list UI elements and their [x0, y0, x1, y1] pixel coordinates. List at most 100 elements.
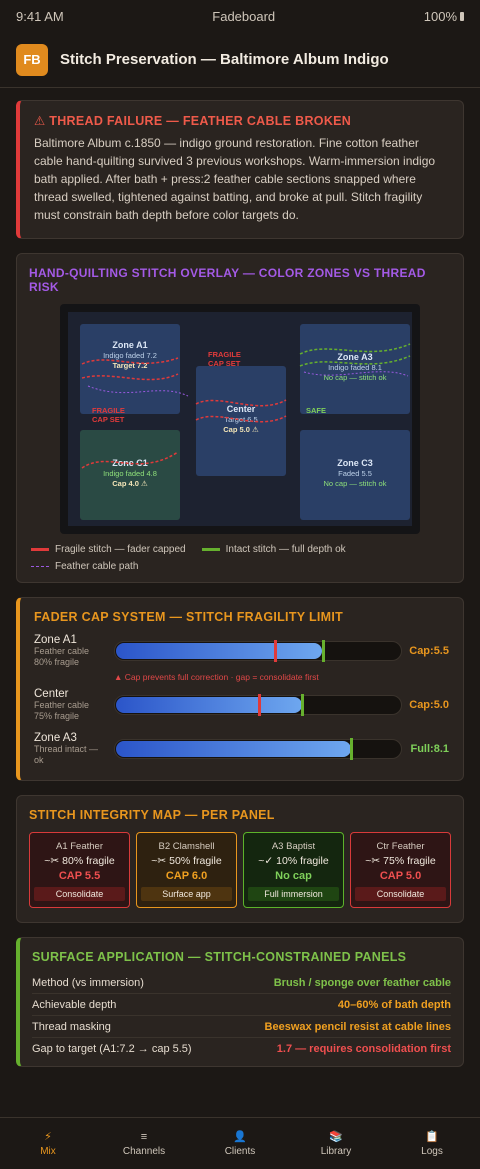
panel-fragility: ~✂ 80% fragile	[44, 855, 115, 867]
fader-label-center: Center Feather cable 75% fragile	[34, 688, 112, 722]
fader-slider-a3[interactable]	[114, 738, 402, 760]
full-marker-a3[interactable]	[350, 738, 353, 760]
panel-fragility: ~✂ 50% fragile	[151, 855, 222, 867]
cap-marker-a1[interactable]	[274, 640, 277, 662]
surface-key: Gap to target (A1:7.2 → cap 5.5)	[32, 1043, 192, 1055]
zone-c3-faded: Faded 5.5	[338, 469, 372, 478]
quilt-overlay-canvas[interactable]: Zone A1 Indigo faded 7.2 Target 7.2 Cent…	[60, 304, 420, 534]
tab-library[interactable]: 📚 Library	[288, 1118, 384, 1169]
zone-c1[interactable]: Zone C1 Indigo faded 4.8 Cap 4.0 ⚠	[80, 430, 180, 520]
surface-row-method: Method (vs immersion) Brush / sponge ove…	[32, 972, 451, 994]
full-marker-a1[interactable]	[322, 640, 325, 662]
battery-icon	[460, 11, 464, 21]
fader-a3-sub2: ok	[34, 755, 44, 765]
panel-a3-baptist[interactable]: A3 Baptist ~✓ 10% fragile No cap Full im…	[243, 832, 344, 908]
zone-center-name: Center	[226, 404, 256, 414]
panel-ctr-feather[interactable]: Ctr Feather ~✂ 75% fragile CAP 5.0 Conso…	[350, 832, 451, 908]
main-content[interactable]: ⚠ THREAD FAILURE — FEATHER CABLE BROKEN …	[0, 88, 480, 1117]
feather-cable-path-1	[87, 385, 189, 397]
panel-cap: CAP 5.0	[379, 870, 422, 882]
surface-row-masking: Thread masking Beeswax pencil resist at …	[32, 1016, 451, 1038]
feather-cable-paths	[81, 343, 411, 469]
panel-action-badge[interactable]: Consolidate	[34, 887, 125, 901]
legend-red-swatch	[31, 548, 49, 551]
surface-value: 1.7 — requires consolidation first	[276, 1043, 451, 1055]
tab-mix[interactable]: ⚡ Mix	[0, 1118, 96, 1169]
panel-action-badge[interactable]: Full immersion	[248, 887, 339, 901]
tab-logs[interactable]: 📋 Logs	[384, 1118, 480, 1169]
panel-action-badge[interactable]: Consolidate	[355, 887, 446, 901]
full-marker-center[interactable]	[301, 694, 304, 716]
bottom-tab-bar: ⚡ Mix ≡ Channels 👤 Clients 📚 Library 📋 L…	[0, 1117, 480, 1169]
panel-b2-clamshell[interactable]: B2 Clamshell ~✂ 50% fragile CAP 6.0 Surf…	[136, 832, 237, 908]
fader-center-sub2: 75% fragile	[34, 711, 80, 721]
user-icon: 👤	[233, 1130, 247, 1143]
overlay-legend: Fragile stitch — fader capped Intact sti…	[29, 534, 451, 574]
fader-value-a3: Full:8.1	[410, 743, 449, 755]
surface-value: 40–60% of bath depth	[337, 998, 451, 1011]
fragile-stitch-line-center-b	[195, 415, 287, 423]
tab-channels[interactable]: ≡ Channels	[96, 1118, 192, 1169]
zone-a1-name: Zone A1	[112, 340, 148, 350]
panel-action-badge[interactable]: Surface app	[141, 887, 232, 901]
app-logo[interactable]: FB	[16, 43, 48, 76]
surface-application-card: SURFACE APPLICATION — STITCH-CONSTRAINED…	[16, 937, 464, 1067]
surface-value: Beeswax pencil resist at cable lines	[264, 1020, 451, 1033]
fragile-label-left-line2: CAP SET	[92, 415, 125, 424]
panel-a1-feather[interactable]: A1 Feather ~✂ 80% fragile CAP 5.5 Consol…	[29, 832, 130, 908]
overlay-title: HAND-QUILTING STITCH OVERLAY — COLOR ZON…	[29, 266, 426, 294]
app-header: FB Stitch Preservation — Baltimore Album…	[0, 32, 480, 88]
fader-a1-name: Zone A1	[34, 634, 77, 646]
quilt-overlay-area: Zone A1 Indigo faded 7.2 Target 7.2 Cent…	[68, 312, 412, 526]
surface-row-depth: Achievable depth 40–60% of bath depth	[32, 994, 451, 1016]
fader-a1-sub2: 80% fragile	[34, 657, 80, 667]
fader-a1-sub1: Feather cable	[34, 646, 90, 656]
fragile-stitch-line-a1b	[81, 373, 179, 381]
fader-fill-a1	[116, 643, 322, 659]
fragile-stitch-line-c1	[81, 451, 179, 469]
page-title: Stitch Preservation — Baltimore Album In…	[60, 51, 389, 68]
zone-a3[interactable]: Zone A3 Indigo faded 8.1 No cap — stitch…	[300, 324, 410, 414]
cap-marker-center[interactable]	[258, 694, 261, 716]
panel-cap: CAP 6.0	[165, 870, 208, 882]
fragile-label-top-line2: CAP SET	[208, 359, 241, 368]
zone-a3-name: Zone A3	[337, 352, 373, 362]
surface-key: Thread masking	[32, 1020, 111, 1033]
zone-center-cap: Cap 5.0 ⚠	[223, 425, 259, 434]
legend-fragile: Fragile stitch — fader capped	[31, 544, 186, 555]
zone-c3[interactable]: Zone C3 Faded 5.5 No cap — stitch ok	[300, 430, 410, 520]
fader-label-a1: Zone A1 Feather cable 80% fragile	[34, 634, 112, 668]
zone-c1-cap: Cap 4.0 ⚠	[112, 479, 148, 488]
tab-logs-label: Logs	[421, 1145, 443, 1157]
surface-key: Method (vs immersion)	[32, 976, 144, 989]
clipboard-icon: 📋	[425, 1130, 439, 1143]
fader-title: FADER CAP SYSTEM — STITCH FRAGILITY LIMI…	[34, 610, 344, 624]
fragile-stitch-line-center	[195, 399, 287, 407]
fader-slider-center[interactable]	[114, 694, 402, 716]
status-bar: 9:41 AM Fadeboard 100%	[0, 0, 480, 32]
zone-c1-faded: Indigo faded 4.8	[103, 469, 157, 478]
legend-cable: Feather cable path	[31, 561, 138, 572]
fader-value-center: Cap:5.0	[409, 699, 449, 711]
panel-cap: No cap	[275, 870, 312, 882]
fragile-label-top: FRAGILE CAP SET	[208, 350, 241, 368]
fader-center-sub1: Feather cable	[34, 700, 90, 710]
fader-label-a3: Zone A3 Thread intact — ok	[34, 732, 112, 766]
fragile-stitch-line-a1	[81, 357, 179, 365]
fader-slider-a1[interactable]	[114, 640, 402, 662]
surface-key: Achievable depth	[32, 998, 117, 1011]
fader-row-a3: Zone A3 Thread intact — ok Full:8.1	[34, 732, 449, 766]
zone-a1-faded: Indigo faded 7.2	[103, 351, 157, 360]
panel-fragility: ~✂ 75% fragile	[365, 855, 436, 867]
surface-row-gap: Gap to target (A1:7.2 → cap 5.5) 1.7 — r…	[32, 1038, 451, 1060]
legend-intact: Intact stitch — full depth ok	[201, 544, 346, 555]
zone-a1[interactable]: Zone A1 Indigo faded 7.2 Target 7.2	[80, 324, 180, 414]
status-app-name: Fadeboard	[212, 8, 276, 24]
panel-name: Ctr Feather	[376, 841, 425, 852]
panel-cap: CAP 5.5	[58, 870, 101, 882]
fader-cap-card: FADER CAP SYSTEM — STITCH FRAGILITY LIMI…	[16, 597, 464, 781]
surface-value: Brush / sponge over feather cable	[273, 976, 451, 989]
status-battery: 100%	[424, 9, 464, 24]
fader-fill-center	[116, 697, 302, 713]
tab-clients[interactable]: 👤 Clients	[192, 1118, 288, 1169]
